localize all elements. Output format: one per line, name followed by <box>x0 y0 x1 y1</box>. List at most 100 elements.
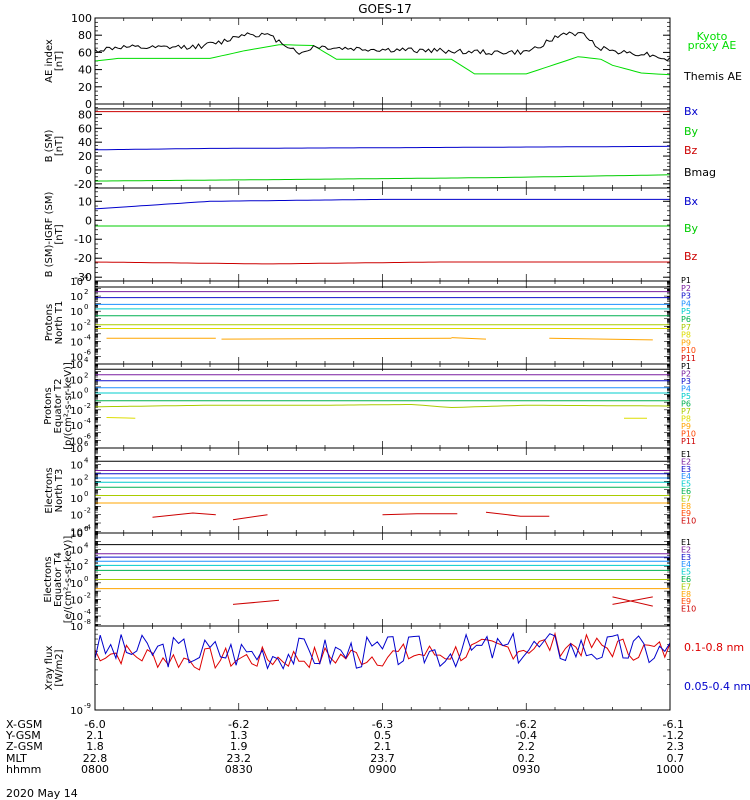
legend-entry: Bz <box>684 250 698 263</box>
date-label: 2020 May 14 <box>6 787 78 800</box>
ytick-exponent: -2 <box>84 318 91 326</box>
xaxis-value: -1.2 <box>663 729 684 742</box>
ytick-label: 10 <box>70 546 83 557</box>
legend-entry: E10 <box>681 605 696 614</box>
xaxis-value: 1.3 <box>230 729 248 742</box>
legend-entry: E6 <box>681 575 691 584</box>
ylabel-ee-1: Equator T4 <box>53 552 64 607</box>
xaxis-value: 1.9 <box>230 740 248 753</box>
xaxis-value: -6.1 <box>663 718 684 731</box>
legend-entry: By <box>684 222 699 235</box>
series-ae-themis-ae <box>95 31 670 62</box>
xaxis-value: 2.1 <box>86 729 104 742</box>
series-pn-p9-seg1 <box>221 337 452 340</box>
xaxis-value: 2.3 <box>667 740 685 753</box>
xaxis-value: 0.5 <box>374 729 392 742</box>
series-group-ee <box>95 544 670 607</box>
ylabel-ae-1: [nT] <box>54 51 65 71</box>
panel-frame-xray <box>94 625 671 711</box>
legend-entry: P5 <box>681 307 691 316</box>
series-en-e10-seg0 <box>152 512 216 518</box>
series-bigrf-bx <box>95 198 670 210</box>
series-group-en <box>95 460 670 521</box>
legend-entry: P7 <box>681 407 691 416</box>
panel-xray: Xray flux [W/m2]10 -910 -80.1-0.8 nm0.05-0.… <box>44 618 750 717</box>
xaxis-value: 22.8 <box>83 752 108 765</box>
legend-entry: E8 <box>681 590 691 599</box>
ytick-label: 10 <box>70 352 83 363</box>
legend-entry: By <box>684 125 699 138</box>
legend-entry: P9 <box>681 422 691 431</box>
legend-entry: E2 <box>681 457 691 466</box>
ylabel-ee-2: [e/(cm²-s-sr-keV)] <box>63 536 74 624</box>
legend-entry: E1 <box>681 450 691 459</box>
legend-entry: Themis AE <box>683 70 742 83</box>
series-group-pn <box>95 286 670 341</box>
ytick-label: 10 <box>70 511 83 522</box>
legend-entry: Kyoto <box>697 30 728 43</box>
series-pe-p8-seg0 <box>106 417 136 419</box>
ytick-exponent: -4 <box>84 523 92 531</box>
ytick-label: 80 <box>78 108 92 121</box>
ytick-label: -20 <box>74 178 92 191</box>
xaxis-value: -6.0 <box>84 718 105 731</box>
ylabel-pn-0: Protons <box>44 304 55 341</box>
xaxis-value: 0800 <box>81 763 109 776</box>
ytick-exponent: -8 <box>84 618 91 626</box>
legend-entry: P5 <box>681 392 691 401</box>
ytick-exponent: -2 <box>84 591 91 599</box>
legend-entry: E2 <box>681 545 691 554</box>
ytick-exponent: -4 <box>84 608 92 616</box>
legend-entry: E9 <box>681 509 691 518</box>
ytick-label: 10 <box>70 337 83 348</box>
ylabel-xray-1: [W/m2] <box>54 649 65 686</box>
ylabel-ee-0: Electrons <box>43 556 54 602</box>
ytick-exponent: 0 <box>84 303 88 311</box>
series-group-bsm <box>95 108 670 182</box>
ytick-exponent: 0 <box>84 575 88 583</box>
ytick-exponent: 2 <box>84 558 88 566</box>
legend-bigrf: Bx By Bz <box>684 195 699 263</box>
legend-entry: Bmag <box>684 166 716 179</box>
series-xray-0-05-0-4-nm <box>95 631 670 670</box>
ylabel-pe-0: Protons <box>43 387 54 424</box>
xaxis-value: 2.2 <box>518 740 536 753</box>
ytick-label: 0 <box>85 98 92 111</box>
series-en-e10-seg2 <box>382 513 458 516</box>
legend-entry: P7 <box>681 323 691 332</box>
legend-entry: P4 <box>681 385 691 394</box>
series-bsm-by <box>95 174 670 182</box>
ytick-exponent: 4 <box>84 356 89 364</box>
ylabel-xray-0: Xray flux <box>44 646 55 691</box>
legend-entry: 0.1-0.8 nm <box>684 641 744 654</box>
ytick-exponent: 2 <box>84 371 88 379</box>
ytick-label: 10 <box>70 595 83 606</box>
ytick-label: 10 <box>70 706 83 717</box>
series-ee-e10-seg2 <box>612 596 653 605</box>
legend-entry: Bx <box>684 195 699 208</box>
ytick-label: 60 <box>78 122 92 135</box>
legend-entry: P1 <box>681 362 691 371</box>
ylabel-bigrf-0: B (SM)-IGRF (SM) <box>44 192 55 278</box>
legend-entry: E3 <box>681 465 691 474</box>
ytick-label: 10 <box>70 391 83 402</box>
legend-xray: 0.1-0.8 nm 0.05-0.4 nm <box>684 641 750 693</box>
yticks-bigrf: -30 -20 -10 0 10 <box>74 191 670 284</box>
series-en-e10-seg1 <box>232 514 268 521</box>
legend-entry: E5 <box>681 480 691 489</box>
ytick-label: 10 <box>70 461 83 472</box>
ytick-label: 20 <box>78 81 92 94</box>
xaxis-value: -6.2 <box>516 718 537 731</box>
ylabel-pe-1: Equator T2 <box>53 379 64 434</box>
legend-entry: P10 <box>681 430 696 439</box>
xaxis-value: 2.1 <box>374 740 392 753</box>
ylabel-bigrf-1: [nT] <box>54 224 65 244</box>
figure-title: GOES-17 <box>358 2 412 16</box>
ytick-exponent: 2 <box>84 473 88 481</box>
